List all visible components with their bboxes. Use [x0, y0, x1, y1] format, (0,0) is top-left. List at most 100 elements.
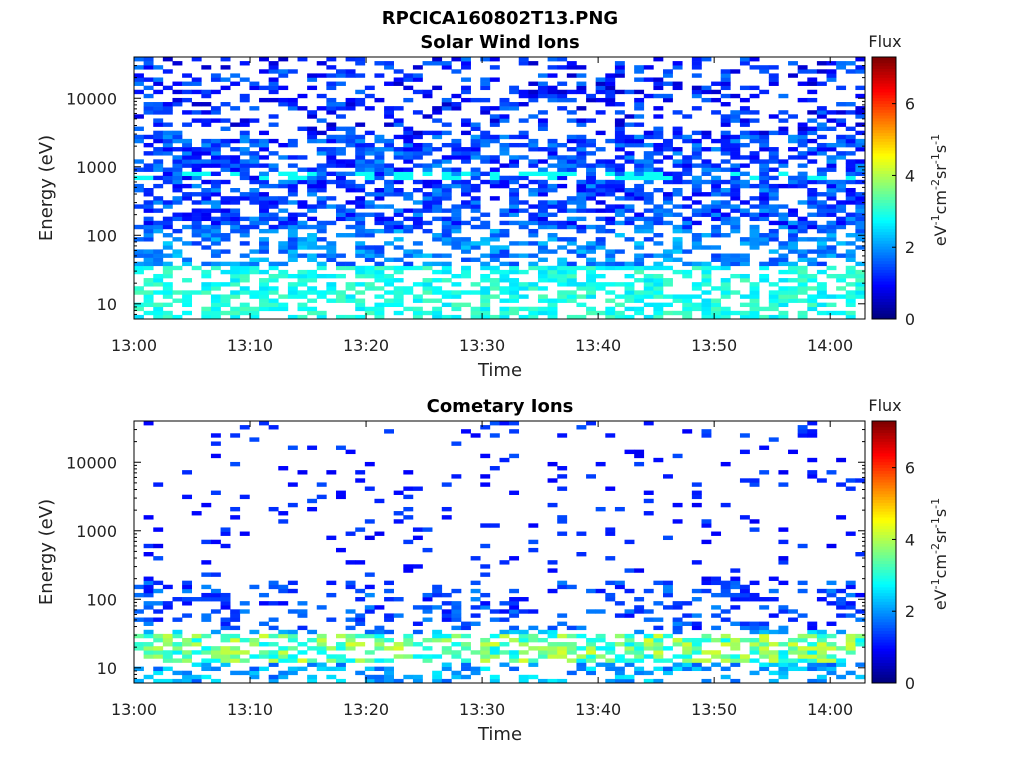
heatmap-cell — [326, 592, 337, 598]
heatmap-cell — [663, 282, 673, 287]
heatmap-cell — [691, 175, 702, 181]
heatmap-cell — [528, 314, 539, 320]
colorbar-segment — [872, 118, 896, 122]
heatmap-cell — [470, 147, 481, 152]
heatmap-cell — [335, 662, 346, 667]
heatmap-cell — [153, 89, 164, 95]
colorbar-segment — [872, 301, 896, 305]
heatmap-cell — [634, 646, 645, 651]
heatmap-cell — [528, 142, 539, 148]
heatmap-cell — [605, 249, 616, 254]
heatmap-cell — [845, 257, 856, 262]
heatmap-cell — [509, 298, 520, 303]
colorbar-segment — [872, 665, 896, 669]
heatmap-cell — [778, 298, 789, 303]
heatmap-cell — [566, 269, 577, 275]
heatmap-cell — [393, 642, 404, 647]
heatmap-cell — [807, 261, 818, 267]
heatmap-cell — [335, 233, 346, 238]
heatmap-cell — [364, 519, 375, 524]
heatmap-cell — [557, 163, 568, 168]
heatmap-cell — [403, 126, 414, 131]
heatmap-cell — [537, 126, 548, 131]
colorbar-segment — [872, 316, 896, 320]
heatmap-cell — [576, 106, 587, 111]
heatmap-cell — [374, 155, 385, 160]
heatmap-cell — [335, 126, 346, 131]
heatmap-cell — [826, 253, 837, 258]
heatmap-cell — [739, 155, 750, 160]
heatmap-cell — [547, 183, 558, 189]
heatmap-cell — [614, 666, 625, 672]
colorbar-segment — [872, 610, 896, 614]
heatmap-cell — [614, 134, 625, 140]
heatmap-cell — [220, 118, 231, 123]
heatmap-cell — [768, 147, 779, 152]
heatmap-cell — [509, 269, 520, 275]
heatmap-cell — [393, 290, 404, 295]
heatmap-cell — [788, 228, 798, 234]
heatmap-cell — [374, 498, 385, 504]
heatmap-cell — [461, 97, 471, 103]
heatmap-cell — [134, 73, 144, 78]
heatmap-cell — [701, 171, 712, 177]
heatmap-cell — [432, 310, 443, 316]
heatmap-cell — [451, 605, 462, 610]
heatmap-cell — [595, 159, 606, 164]
heatmap-cell — [364, 204, 375, 209]
heatmap-cell — [566, 134, 577, 140]
heatmap-cell — [624, 159, 635, 164]
heatmap-cell — [451, 588, 462, 594]
heatmap-cell — [345, 208, 356, 213]
heatmap-cell — [816, 662, 827, 667]
x-axis-ticks: 13:00 13:10 13:20 13:30 13:40 13:50 14:00 — [111, 57, 853, 355]
heatmap-cell — [201, 539, 212, 545]
heatmap-cell — [182, 183, 193, 189]
colorbar-segment — [872, 263, 896, 267]
heatmap-cell — [855, 159, 866, 164]
heatmap-cell — [739, 658, 750, 663]
heatmap-cell — [720, 261, 731, 267]
heatmap-cell — [239, 192, 250, 197]
heatmap-cell — [759, 621, 770, 626]
heatmap-cell — [191, 265, 202, 271]
heatmap-cell — [162, 110, 173, 115]
heatmap-cell — [345, 658, 356, 663]
heatmap-cell — [605, 183, 616, 189]
heatmap-cell — [701, 179, 712, 185]
heatmap-cell — [759, 196, 770, 201]
heatmap-cell — [518, 306, 529, 312]
heatmap-cell — [768, 130, 779, 136]
heatmap-cell — [191, 57, 202, 62]
heatmap-cell — [537, 212, 548, 217]
heatmap-cell — [836, 216, 847, 222]
heatmap-cell — [711, 167, 722, 172]
heatmap-cell — [307, 138, 318, 144]
heatmap-cell — [384, 241, 394, 246]
heatmap-cell — [768, 302, 779, 308]
heatmap-cell — [720, 294, 731, 299]
heatmap-cell — [720, 142, 731, 148]
heatmap-cell — [451, 633, 462, 639]
heatmap-cell — [335, 138, 346, 144]
heatmap-cell — [749, 670, 760, 676]
heatmap-cell — [672, 625, 683, 631]
heatmap-cell — [778, 286, 789, 291]
heatmap-cell — [259, 183, 269, 189]
heatmap-cell — [210, 77, 221, 82]
heatmap-cell — [412, 134, 423, 140]
heatmap-cell — [220, 179, 231, 185]
heatmap-cell — [566, 658, 577, 663]
heatmap-cell — [663, 302, 673, 308]
heatmap-cell — [249, 159, 260, 164]
heatmap-cell — [489, 237, 500, 242]
heatmap-cell — [403, 134, 414, 140]
heatmap-cell — [412, 142, 423, 148]
heatmap-cell — [605, 220, 616, 226]
heatmap-cell — [720, 69, 731, 74]
heatmap-cell — [653, 134, 664, 140]
heatmap-cell — [855, 110, 866, 115]
heatmap-cell — [509, 155, 520, 160]
heatmap-cell — [595, 310, 606, 316]
heatmap-cell — [162, 678, 173, 684]
